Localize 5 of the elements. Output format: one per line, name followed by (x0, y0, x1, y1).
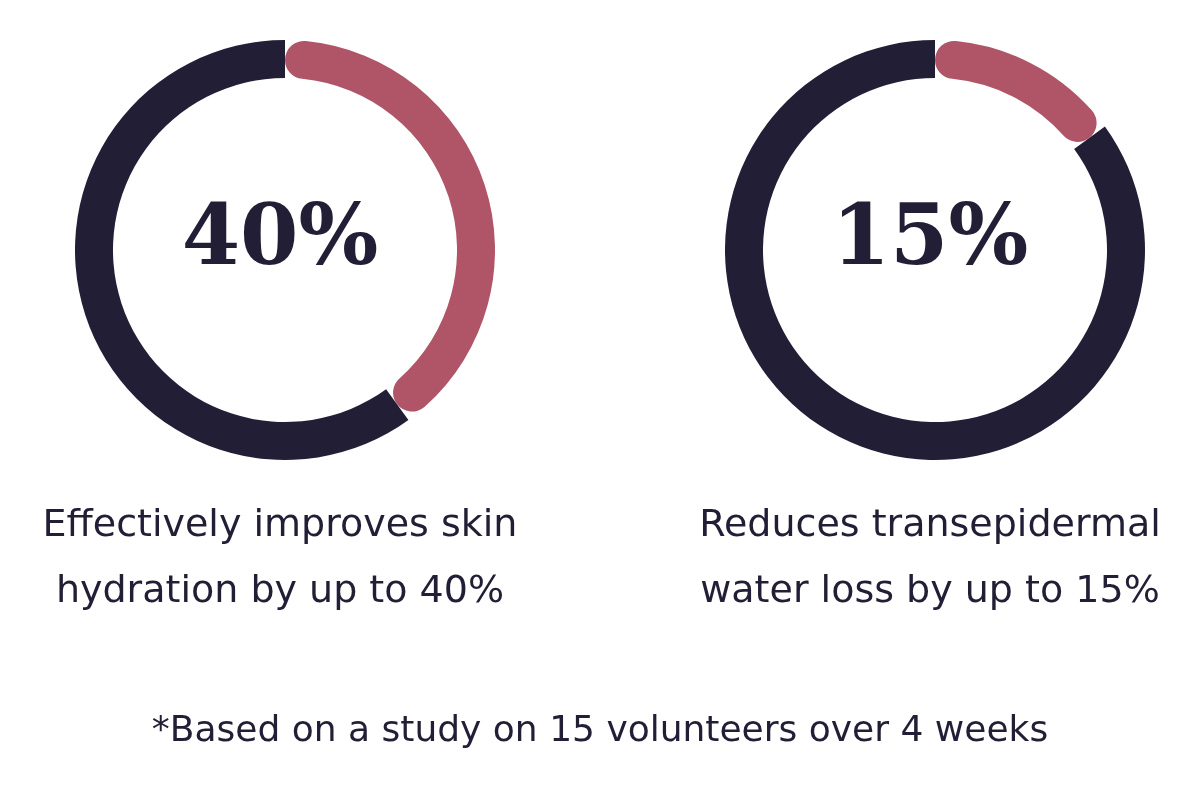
text: Reduces transepidermal water loss by up to 15% (698, 500, 1162, 613)
text: 40% (180, 185, 380, 284)
text: 15% (830, 185, 1030, 284)
text: *Based on a study on 15 volunteers over 4 weeks (150, 708, 1050, 749)
text: Effectively improves skin hydration by up to 40% (41, 500, 519, 613)
